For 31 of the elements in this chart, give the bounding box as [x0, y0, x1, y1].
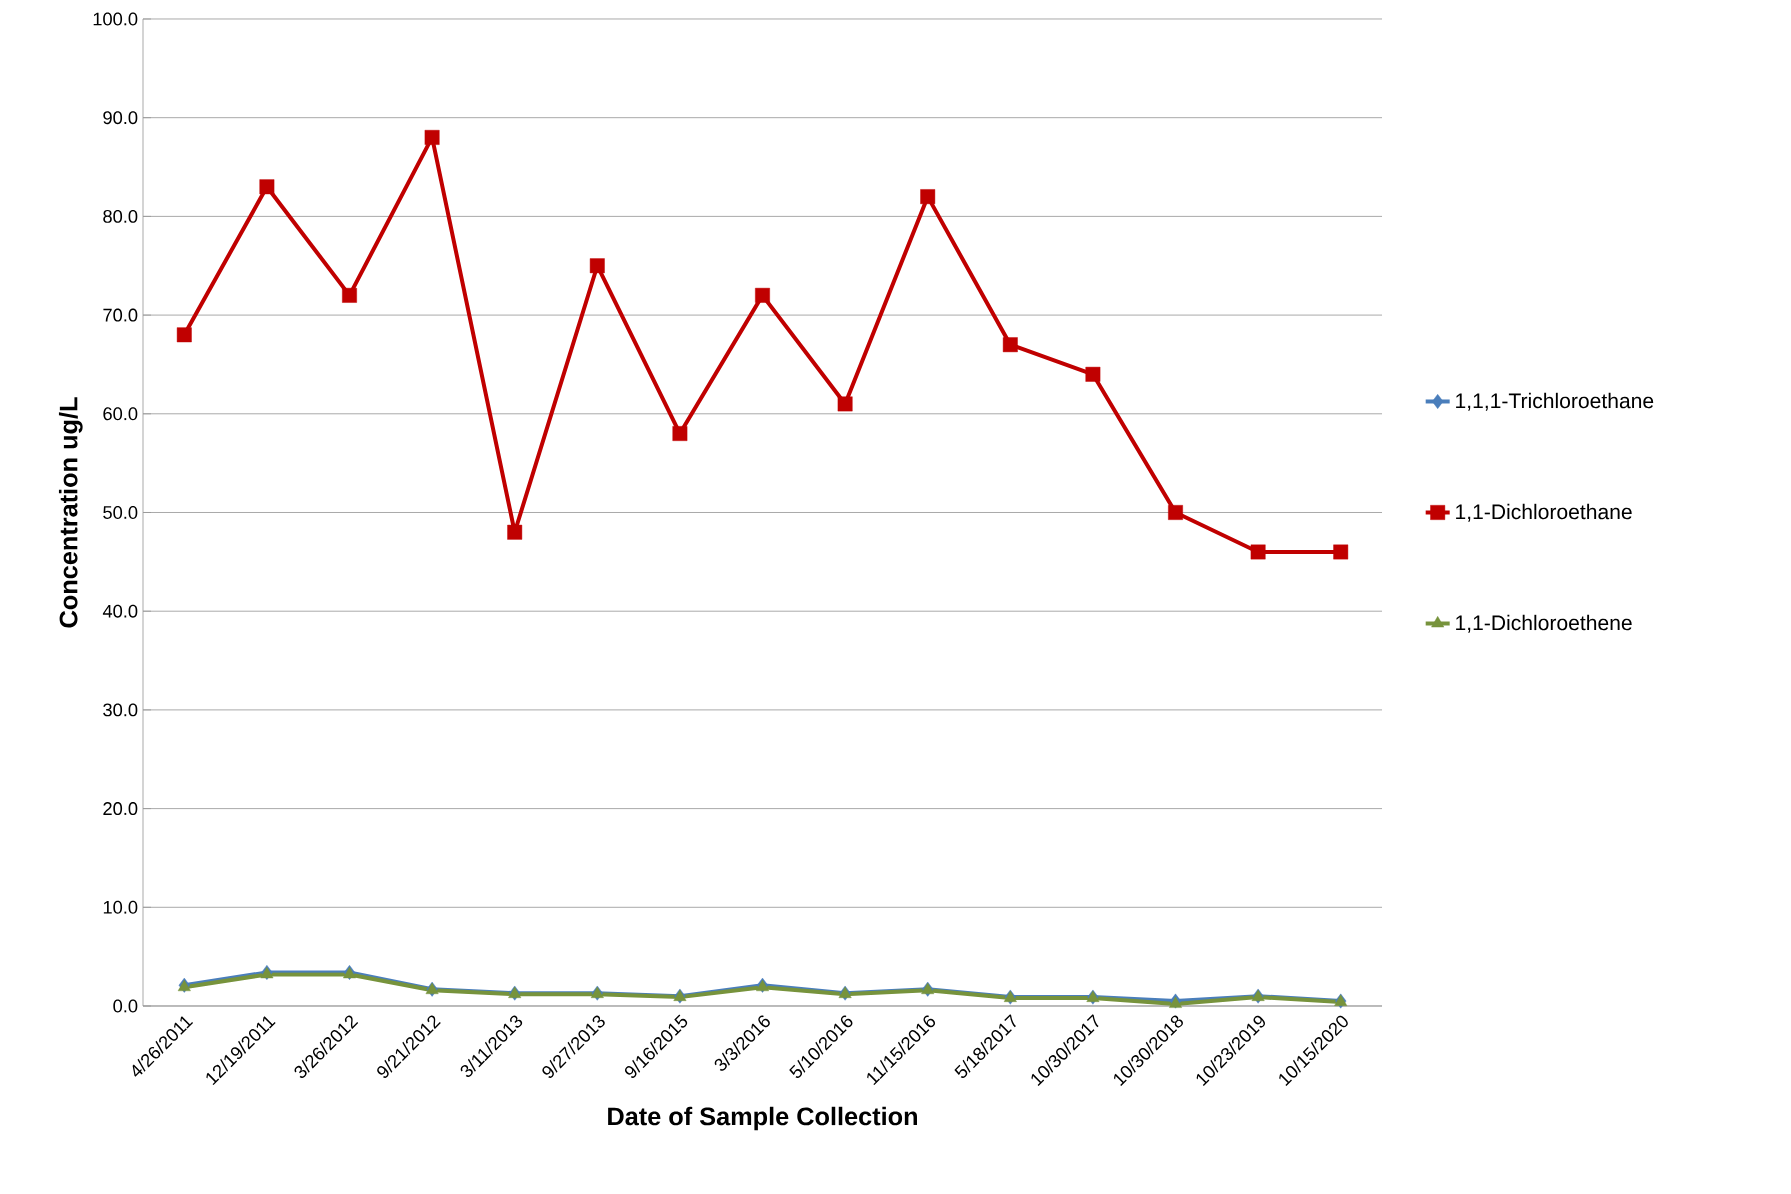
- y-tick-label: 100.0: [93, 12, 138, 26]
- y-tick-label: 90.0: [103, 111, 138, 125]
- y-tick-label: 40.0: [102, 604, 138, 618]
- point: [424, 130, 440, 145]
- y-tick-label: 10.0: [103, 900, 138, 914]
- legend-label: 1,1-Dichloroethane: [1456, 503, 1632, 522]
- y-tick-label: 30.0: [103, 703, 138, 717]
- y-tick-label: 20.0: [103, 802, 138, 816]
- y-tick-label: 50.0: [103, 506, 138, 519]
- point: [920, 189, 936, 205]
- point: [507, 524, 523, 540]
- point: [1250, 544, 1266, 560]
- point: [176, 327, 192, 343]
- point: [1333, 544, 1349, 560]
- point: [589, 258, 605, 274]
- y-tick-label: 80.0: [103, 209, 138, 223]
- point: [1168, 505, 1183, 520]
- point: [1085, 366, 1101, 382]
- point: [672, 426, 688, 441]
- legend-label: 1,1,1-Trichloroethane: [1456, 392, 1654, 411]
- point: [755, 287, 770, 303]
- y-axis-title: Concentration ug/L: [58, 397, 83, 628]
- y-tick-label: 70.0: [103, 308, 138, 322]
- point: [259, 179, 275, 195]
- point: [1002, 337, 1018, 353]
- y-tick-label: 60.0: [103, 407, 138, 421]
- point: [342, 287, 357, 303]
- legend-label: 1,1-Dichloroethene: [1456, 614, 1632, 633]
- point: [837, 396, 853, 412]
- y-tick-label: 0.0: [113, 999, 138, 1013]
- x-axis-title: Date of Sample Collection: [608, 1106, 917, 1131]
